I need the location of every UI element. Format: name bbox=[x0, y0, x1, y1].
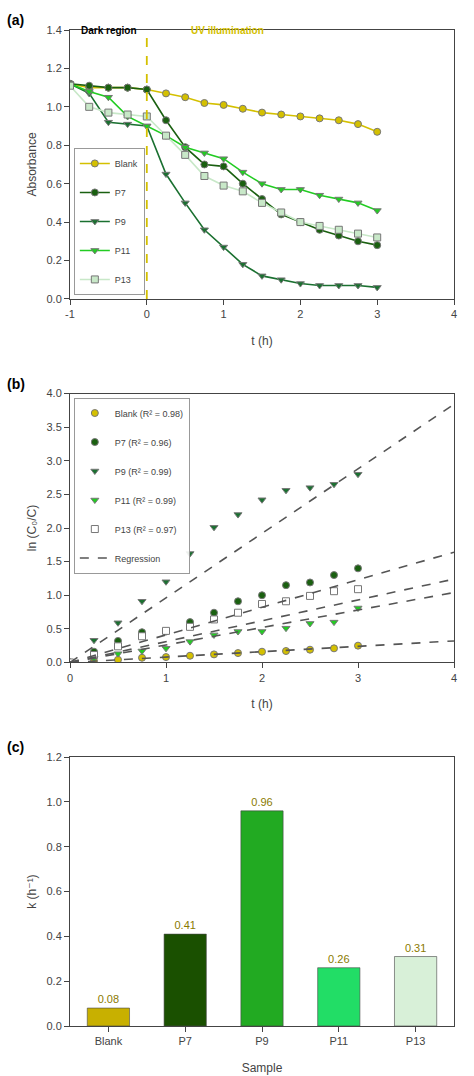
svg-text:Blank (R² = 0.98): Blank (R² = 0.98) bbox=[115, 409, 183, 419]
svg-text:(a): (a) bbox=[7, 12, 24, 28]
svg-text:Regression: Regression bbox=[115, 554, 161, 564]
svg-text:Dark region: Dark region bbox=[81, 25, 137, 36]
svg-text:3: 3 bbox=[374, 308, 380, 320]
svg-text:1.5: 1.5 bbox=[47, 555, 62, 567]
svg-text:4: 4 bbox=[451, 308, 457, 320]
svg-text:0.41: 0.41 bbox=[174, 919, 195, 931]
svg-text:Blank: Blank bbox=[115, 159, 138, 169]
svg-text:(b): (b) bbox=[7, 376, 25, 392]
svg-text:1: 1 bbox=[221, 308, 227, 320]
svg-text:0.96: 0.96 bbox=[251, 796, 272, 808]
svg-text:4: 4 bbox=[451, 672, 457, 684]
svg-text:1.4: 1.4 bbox=[47, 24, 62, 36]
svg-text:0.5: 0.5 bbox=[47, 623, 62, 635]
svg-text:P13 (R² = 0.97): P13 (R² = 0.97) bbox=[115, 525, 177, 535]
svg-text:0: 0 bbox=[67, 672, 73, 684]
svg-text:1.2: 1.2 bbox=[47, 751, 62, 763]
svg-text:P11: P11 bbox=[115, 246, 130, 256]
svg-text:1.2: 1.2 bbox=[47, 62, 62, 74]
svg-text:0.2: 0.2 bbox=[47, 254, 62, 266]
svg-text:0.26: 0.26 bbox=[328, 953, 349, 965]
svg-text:2.0: 2.0 bbox=[47, 522, 62, 534]
svg-text:P11: P11 bbox=[329, 1035, 348, 1047]
svg-text:1: 1 bbox=[163, 672, 169, 684]
svg-text:0.6: 0.6 bbox=[47, 178, 62, 190]
svg-text:0: 0 bbox=[144, 308, 150, 320]
svg-text:P7: P7 bbox=[178, 1035, 191, 1047]
svg-text:P11 (R² = 0.99): P11 (R² = 0.99) bbox=[115, 496, 176, 506]
svg-text:Absorbance: Absorbance bbox=[25, 132, 39, 196]
svg-text:0.8: 0.8 bbox=[47, 841, 62, 853]
svg-text:0.6: 0.6 bbox=[47, 885, 62, 897]
svg-text:P7: P7 bbox=[115, 188, 126, 198]
svg-text:0.2: 0.2 bbox=[47, 975, 62, 987]
svg-text:0.0: 0.0 bbox=[47, 656, 62, 668]
svg-text:P7 (R² = 0.96): P7 (R² = 0.96) bbox=[115, 438, 172, 448]
svg-text:t (h): t (h) bbox=[251, 697, 272, 711]
svg-text:ln (C₀/C): ln (C₀/C) bbox=[25, 505, 39, 551]
svg-text:Sample: Sample bbox=[242, 1061, 283, 1075]
svg-text:Blank: Blank bbox=[95, 1035, 123, 1047]
svg-text:3.5: 3.5 bbox=[47, 421, 62, 433]
svg-text:0.4: 0.4 bbox=[47, 930, 62, 942]
svg-text:UV illumination: UV illumination bbox=[191, 25, 264, 36]
svg-text:P13: P13 bbox=[115, 275, 131, 285]
svg-text:P9: P9 bbox=[115, 217, 126, 227]
svg-text:2: 2 bbox=[259, 672, 265, 684]
svg-text:0.0: 0.0 bbox=[47, 1020, 62, 1032]
svg-text:(c): (c) bbox=[7, 739, 24, 755]
svg-text:3.0: 3.0 bbox=[47, 455, 62, 467]
svg-text:0.8: 0.8 bbox=[47, 139, 62, 151]
svg-text:1.0: 1.0 bbox=[47, 101, 62, 113]
svg-text:P9 (R² = 0.99): P9 (R² = 0.99) bbox=[115, 467, 172, 477]
svg-text:0.0: 0.0 bbox=[47, 293, 62, 305]
svg-text:2: 2 bbox=[297, 308, 303, 320]
svg-text:3: 3 bbox=[355, 672, 361, 684]
svg-text:4.0: 4.0 bbox=[47, 387, 62, 399]
svg-text:P9: P9 bbox=[255, 1035, 268, 1047]
svg-text:0.08: 0.08 bbox=[98, 993, 119, 1005]
svg-text:k (h⁻¹): k (h⁻¹) bbox=[25, 874, 39, 908]
svg-text:P13: P13 bbox=[406, 1035, 426, 1047]
svg-text:1.0: 1.0 bbox=[47, 589, 62, 601]
svg-text:t (h): t (h) bbox=[251, 334, 272, 348]
svg-text:1.0: 1.0 bbox=[47, 796, 62, 808]
svg-text:-1: -1 bbox=[65, 308, 75, 320]
svg-text:0.31: 0.31 bbox=[405, 942, 426, 954]
svg-text:2.5: 2.5 bbox=[47, 488, 62, 500]
svg-text:0.4: 0.4 bbox=[47, 216, 62, 228]
